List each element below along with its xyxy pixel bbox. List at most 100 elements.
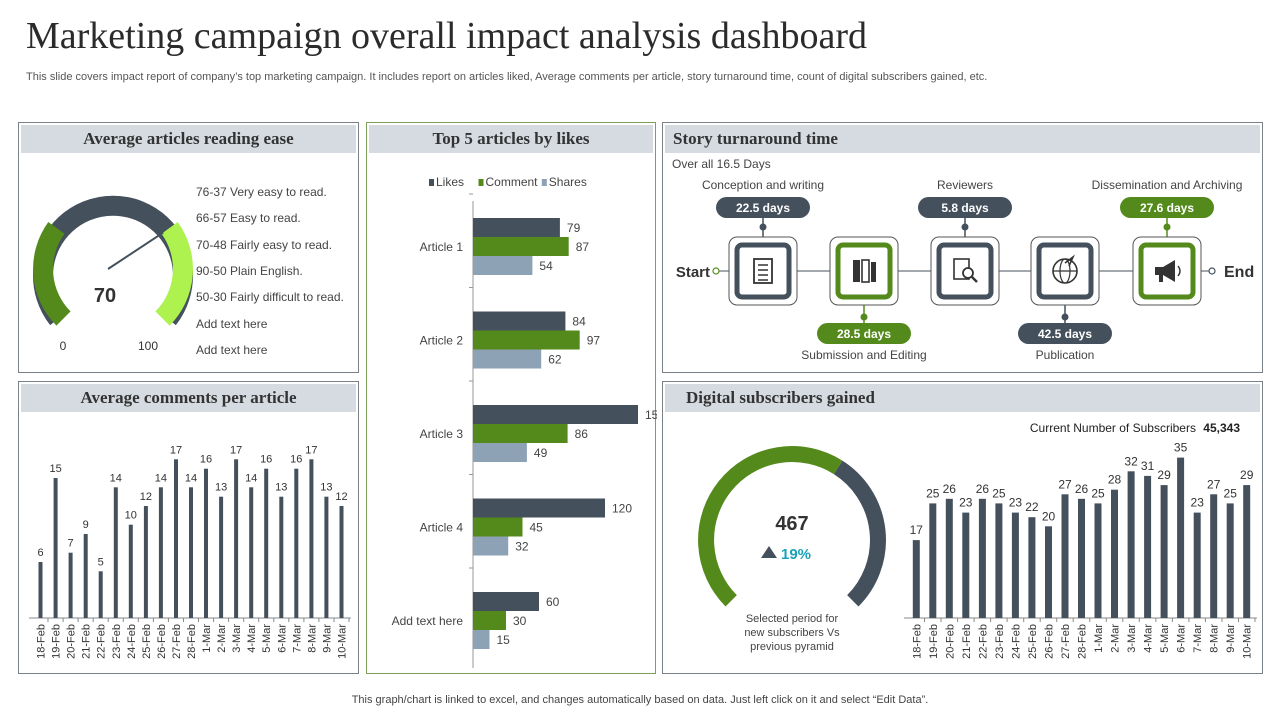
bar: [249, 487, 254, 618]
gauge-arc-low: [33, 222, 71, 326]
bar: [1144, 475, 1152, 618]
bar: [339, 506, 344, 618]
step-days-pill: [1018, 323, 1112, 344]
data-label: 6: [37, 547, 43, 559]
bar: [1094, 503, 1102, 618]
data-label: 9: [83, 519, 89, 531]
top-articles-panel: Top 5 articles by likes Likes Comment Shar…: [366, 122, 657, 674]
bar: [189, 487, 193, 618]
data-label: 22: [1025, 500, 1039, 514]
turnaround-step: 27.6 days Dissemination and Archiving: [1092, 178, 1242, 306]
x-tick-label: 5-Mar: [261, 624, 273, 653]
document-icon: [753, 258, 773, 284]
reading-ease-gauge: 70 0 100 76-37 Very easy to read. 66-57 …: [33, 185, 344, 357]
x-tick-label: 26-Feb: [156, 624, 168, 659]
bar: [473, 517, 523, 537]
x-tick-label: 22-Feb: [96, 624, 108, 659]
x-tick-label: 25-Feb: [1027, 624, 1039, 659]
legend-label: Shares: [549, 175, 587, 189]
x-tick-label: 8-Mar: [1209, 624, 1221, 653]
subs-caption-line: new subscribers Vs: [744, 627, 840, 639]
bar: [1045, 526, 1052, 618]
bar: [1061, 494, 1069, 619]
step-days-pill: [817, 323, 911, 344]
data-label: 79: [567, 221, 581, 235]
x-tick-label: 26-Feb: [1044, 624, 1056, 659]
x-tick-label: 5-Mar: [1159, 624, 1171, 653]
legend-swatch: [541, 179, 547, 186]
bar: [264, 468, 269, 618]
step-dot: [1163, 223, 1171, 231]
footer-note: This graph/chart is linked to excel, and…: [351, 694, 929, 706]
turnaround-title: Story turnaround time: [665, 125, 1260, 153]
gauge-min-label: 0: [60, 339, 67, 353]
x-tick-label: 23-Feb: [994, 624, 1006, 659]
data-label: 13: [215, 482, 227, 494]
top-articles-bar-chart: Likes Comment Shares Article 1 79 87 54 Article…: [392, 175, 657, 668]
bar: [995, 503, 1003, 618]
x-tick-label: 1-Mar: [201, 624, 213, 653]
bar: [929, 503, 937, 618]
bar: [473, 498, 605, 518]
data-label: 10: [125, 510, 137, 522]
x-tick-label: 21-Feb: [961, 624, 973, 659]
data-label: 12: [140, 491, 152, 503]
x-tick-label: 3-Mar: [231, 624, 243, 653]
category-label: Article 3: [420, 427, 464, 441]
data-label: 32: [1124, 454, 1138, 468]
gauge-arc-value: [155, 222, 193, 326]
globe-icon: [1052, 254, 1078, 284]
bar: [68, 552, 73, 618]
bar: [473, 611, 506, 630]
turnaround-step: 42.5 days Publication: [1018, 236, 1112, 362]
turnaround-step: 28.5 days Submission and Editing: [801, 236, 927, 362]
x-tick-label: 6-Mar: [276, 624, 288, 653]
subscribers-panel: Digital subscribers gained Current Numbe…: [662, 381, 1263, 674]
bar: [38, 562, 43, 618]
page-title: Marketing campaign overall impact analys…: [26, 15, 868, 57]
bar: [174, 459, 178, 618]
data-label: 7: [68, 538, 74, 550]
bar: [962, 512, 970, 618]
subscribers-title-text: Digital subscribers gained: [686, 388, 875, 407]
data-label: 29: [1157, 468, 1171, 482]
x-tick-label: 6-Mar: [1176, 624, 1188, 653]
legend-item: Add text here: [196, 317, 268, 331]
bar: [234, 459, 239, 618]
x-tick-label: 10-Mar: [1242, 624, 1254, 659]
x-tick-label: 4-Mar: [1143, 624, 1155, 653]
data-label: 25: [1224, 486, 1238, 500]
x-tick-label: 4-Mar: [246, 624, 258, 653]
gauge-needle: [107, 231, 164, 270]
current-subscribers-value: 45,343: [1203, 421, 1240, 435]
flow-start-label: Start: [676, 264, 710, 281]
step-days-label: 28.5 days: [837, 327, 891, 341]
bar: [1111, 489, 1118, 618]
step-icon-box: [835, 242, 893, 300]
x-tick-label: 18-Feb: [911, 624, 923, 659]
x-tick-label: 7-Mar: [1192, 624, 1204, 653]
step-dot: [860, 313, 868, 321]
step-dot: [961, 223, 969, 231]
data-label: 17: [170, 444, 182, 456]
step-name-label: Reviewers: [937, 178, 993, 192]
books-icon: [853, 259, 876, 283]
bar: [473, 256, 533, 275]
subscribers-gauge: 467 19% Selected period for new subscrib…: [698, 446, 886, 653]
x-tick-label: 7-Mar: [291, 624, 303, 653]
step-name-label: Conception and writing: [702, 178, 824, 192]
subs-gauge-value: 467: [775, 513, 808, 535]
bar: [294, 468, 299, 618]
subs-caption-line: previous pyramid: [750, 641, 834, 653]
top-articles-title: Top 5 articles by likes: [369, 125, 653, 153]
data-label: 16: [290, 454, 302, 466]
bar: [158, 487, 163, 618]
data-label: 26: [1075, 482, 1089, 496]
turnaround-step: 22.5 days Conception and writing: [702, 178, 824, 306]
comments-bar-chart: 6 18-Feb 15 19-Feb 7 20-Feb 9 21-Feb 5 22-Feb 14 23…: [29, 444, 351, 659]
bar: [1210, 494, 1218, 619]
data-label: 31: [1141, 459, 1155, 473]
x-tick-label: 23-Feb: [111, 624, 123, 659]
x-tick-label: 27-Feb: [1060, 624, 1072, 659]
bar: [1193, 512, 1201, 618]
